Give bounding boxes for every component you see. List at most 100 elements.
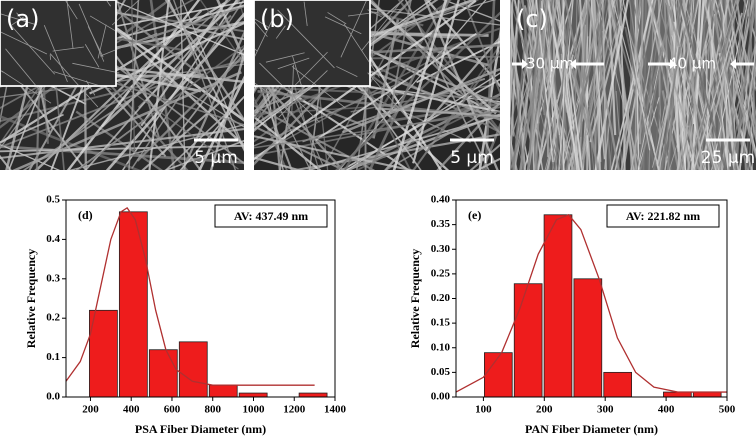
x-tick-label: 1400: [324, 404, 347, 416]
fiber: [594, 0, 630, 170]
fiber: [573, 0, 578, 170]
fiber: [76, 44, 244, 170]
fiber: [665, 0, 685, 170]
fiber: [729, 66, 756, 159]
panel-label: (b): [260, 5, 294, 33]
inset-fiber: [9, 16, 24, 27]
inset-fiber: [347, 8, 404, 17]
fiber: [552, 0, 558, 170]
inset-fiber: [292, 55, 305, 94]
fiber: [22, 76, 165, 170]
fiber: [566, 0, 602, 170]
fiber: [551, 0, 574, 170]
fiber: [254, 71, 345, 170]
fiber: [536, 0, 545, 170]
inset-border: [254, 0, 371, 87]
fiber: [510, 138, 515, 170]
fiber: [534, 0, 549, 170]
inset-fiber: [43, 25, 68, 82]
fiber: [667, 0, 681, 170]
fiber: [579, 0, 590, 138]
inset-fiber: [111, 0, 140, 26]
annotation-box: [214, 204, 328, 228]
fiber: [683, 0, 686, 170]
fiber: [601, 0, 607, 170]
fiber: [254, 27, 500, 119]
fiber: [340, 78, 500, 170]
inset-fiber: [85, 80, 96, 96]
inset-fiber: [254, 17, 274, 59]
fiber: [652, 9, 692, 168]
fiber: [545, 0, 584, 170]
fiber: [131, 0, 136, 151]
fiber: [527, 0, 554, 170]
fiber: [481, 122, 500, 170]
inset-fiber: [291, 65, 346, 109]
fiber: [695, 0, 738, 170]
fiber: [73, 32, 244, 165]
x-axis-label: PSA Fiber Diameter (nm): [135, 422, 266, 436]
y-tick-label: 0.20: [431, 292, 451, 304]
fiber: [484, 0, 496, 170]
inset-fiber: [327, 12, 347, 25]
fiber: [622, 0, 651, 151]
fiber: [366, 0, 497, 115]
x-tick-label: 400: [123, 404, 140, 416]
fiber: [714, 0, 756, 155]
inset-fiber: [367, 72, 413, 124]
fiber: [597, 0, 607, 170]
fiber: [140, 0, 229, 127]
inset-fiber: [259, 62, 320, 123]
fiber: [12, 71, 242, 170]
panel-label: (e): [468, 208, 481, 222]
fiber: [698, 12, 743, 170]
fiber: [568, 67, 583, 170]
fiber: [510, 0, 514, 144]
inset-fiber: [99, 32, 158, 57]
fiber: [682, 0, 703, 170]
fiber: [540, 0, 560, 136]
bar: [298, 392, 328, 398]
arrow-head: [570, 59, 576, 69]
fiber: [131, 0, 244, 169]
fiber: [306, 115, 500, 170]
inset-border: [0, 0, 117, 87]
bar: [692, 391, 722, 398]
fiber: [739, 42, 756, 170]
fiber: [526, 0, 549, 170]
fiber: [0, 144, 244, 153]
fiber: [172, 0, 237, 170]
plot-frame: [65, 199, 336, 398]
fiber: [141, 79, 244, 170]
fiber: [116, 0, 161, 141]
fiber: [640, 0, 650, 170]
y-tick-label: 0.30: [431, 243, 451, 255]
panel-label: (d): [78, 208, 93, 222]
inset-fiber: [303, 1, 308, 26]
inset-fiber: [277, 57, 310, 70]
fiber: [412, 50, 500, 170]
fiber: [412, 0, 460, 164]
inset-fiber: [277, 9, 335, 69]
y-tick-label: 0.10: [431, 341, 451, 353]
fiber: [164, 95, 244, 170]
fiber: [596, 0, 641, 170]
fiber: [688, 0, 718, 170]
fiber: [639, 23, 669, 170]
fiber: [180, 0, 186, 170]
annotation: AV: 221.82 nm: [626, 209, 700, 223]
fiber: [519, 0, 538, 170]
fiber: [709, 0, 749, 170]
annotation: AV: 437.49 nm: [234, 209, 308, 223]
fiber: [720, 0, 751, 170]
fiber: [424, 0, 499, 170]
fiber: [673, 21, 680, 152]
fiber: [269, 0, 320, 170]
x-tick-label: 800: [204, 404, 221, 416]
fiber: [642, 0, 647, 170]
inset-fiber: [89, 15, 128, 39]
inset-fiber: [5, 48, 40, 90]
fiber: [404, 0, 490, 170]
bar: [89, 309, 118, 398]
inset-fiber: [254, 20, 268, 37]
